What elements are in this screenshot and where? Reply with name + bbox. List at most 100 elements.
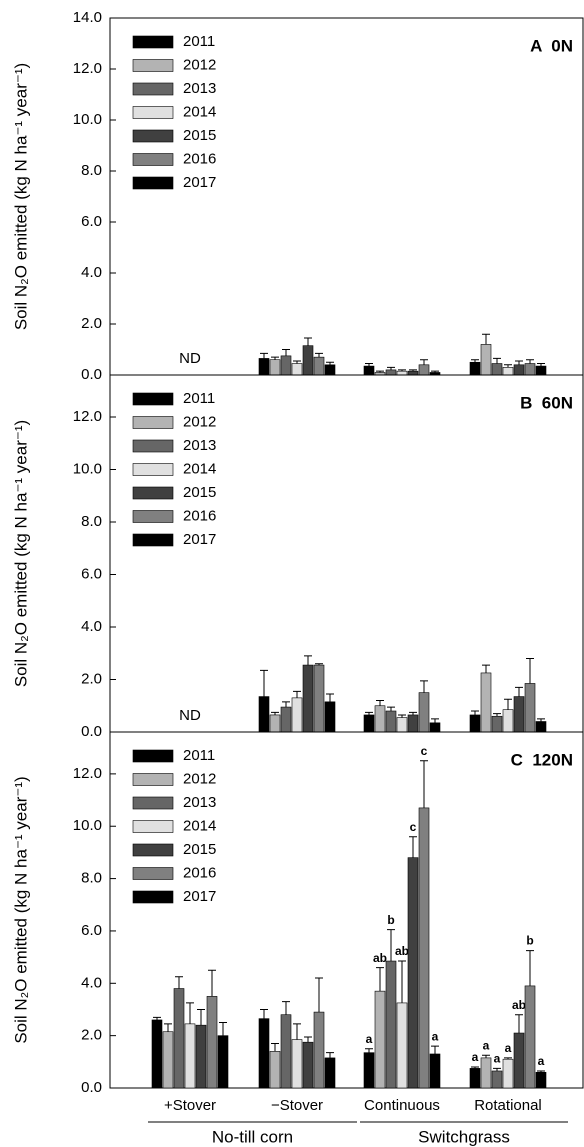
legend-swatch — [132, 773, 174, 786]
bar — [513, 364, 525, 376]
error-bar — [326, 361, 334, 365]
significance-letter: a — [538, 1054, 545, 1068]
error-bar — [420, 680, 428, 693]
error-bar — [471, 710, 479, 715]
bar — [469, 361, 481, 376]
error-bar — [398, 960, 406, 1003]
y-tick-label: 10.0 — [73, 111, 102, 128]
significance-letter: ab — [395, 944, 409, 958]
bar — [258, 358, 270, 376]
legend-label: 2012 — [183, 770, 216, 787]
significance-letter: a — [432, 1029, 439, 1043]
error-bar — [387, 929, 395, 962]
panel-title: C 120N — [511, 750, 573, 769]
legend-label: 2016 — [183, 864, 216, 881]
bar — [513, 1032, 525, 1089]
legend-label: 2015 — [183, 841, 216, 858]
error-bar — [208, 969, 216, 997]
significance-letter: a — [472, 1050, 479, 1064]
error-bar — [219, 1022, 227, 1036]
legend-swatch — [132, 416, 174, 429]
legend-swatch — [132, 486, 174, 500]
legend-swatch — [132, 439, 174, 453]
bar — [491, 363, 503, 376]
error-bar — [493, 357, 501, 364]
error-bar — [431, 370, 439, 373]
legend-swatch — [132, 129, 174, 143]
y-tick-label: 6.0 — [81, 565, 102, 582]
significance-letter: ab — [373, 951, 387, 965]
y-tick-label: 10.0 — [73, 817, 102, 834]
bar — [269, 714, 281, 733]
bar — [324, 364, 336, 376]
bar — [269, 359, 281, 376]
error-bar — [398, 714, 406, 718]
error-bar — [282, 349, 290, 356]
y-tick-label: 10.0 — [73, 460, 102, 477]
bar — [258, 1018, 270, 1089]
bar — [269, 1051, 281, 1089]
legend-swatch — [132, 867, 174, 880]
error-bar — [197, 1008, 205, 1026]
error-bar — [315, 977, 323, 1013]
plot-frame — [109, 374, 584, 733]
error-bar — [515, 360, 523, 365]
error-bar — [365, 711, 373, 715]
error-bar — [293, 690, 301, 698]
legend-swatch — [132, 59, 174, 72]
error-bar — [526, 359, 534, 364]
error-bar — [293, 1023, 301, 1040]
error-bar — [164, 1023, 172, 1032]
error-bar — [387, 366, 395, 370]
error-bar — [493, 1067, 501, 1071]
error-bar — [175, 976, 183, 989]
legend-swatch — [132, 176, 174, 190]
error-bar — [515, 686, 523, 697]
y-tick-label: 6.0 — [81, 922, 102, 939]
y-tick-label: 2.0 — [81, 670, 102, 687]
bar — [258, 696, 270, 733]
error-bar — [431, 1045, 439, 1054]
error-bar — [293, 360, 301, 364]
error-bar — [482, 664, 490, 673]
bar — [407, 370, 419, 376]
bar — [418, 364, 430, 376]
y-tick-label: 4.0 — [81, 974, 102, 991]
significance-letter: c — [421, 744, 428, 758]
legend-label: 2017 — [183, 174, 216, 191]
legend-label: 2014 — [183, 817, 216, 834]
legend-swatch — [132, 890, 174, 904]
y-tick-label: 0.0 — [81, 1079, 102, 1096]
bar — [302, 345, 314, 376]
bar — [363, 1052, 375, 1089]
significance-letter: a — [483, 1038, 490, 1052]
error-bar — [420, 359, 428, 365]
error-bar — [326, 693, 334, 702]
bar — [502, 367, 514, 376]
error-bar — [271, 356, 279, 360]
bar — [502, 709, 514, 733]
plot-frame — [109, 731, 584, 1089]
error-bar — [526, 658, 534, 684]
bar — [151, 1019, 163, 1089]
error-bar — [271, 1043, 279, 1052]
bar — [429, 722, 441, 733]
legend-label: 2013 — [183, 794, 216, 811]
legend-swatch — [132, 796, 174, 810]
legend-label: 2017 — [183, 531, 216, 548]
legend-swatch — [132, 106, 174, 119]
bar — [291, 363, 303, 376]
error-bar — [504, 698, 512, 710]
bar — [480, 1057, 492, 1089]
y-tick-label: 12.0 — [73, 60, 102, 77]
bar — [469, 714, 481, 733]
y-tick-label: 2.0 — [81, 1027, 102, 1044]
legend-label: 2014 — [183, 460, 216, 477]
legend-label: 2011 — [183, 747, 215, 764]
legend-label: 2016 — [183, 507, 216, 524]
y-tick-label: 12.0 — [73, 765, 102, 782]
significance-letter: a — [366, 1032, 373, 1046]
bar — [302, 1041, 314, 1089]
error-bar — [504, 364, 512, 368]
error-bar — [471, 1066, 479, 1069]
